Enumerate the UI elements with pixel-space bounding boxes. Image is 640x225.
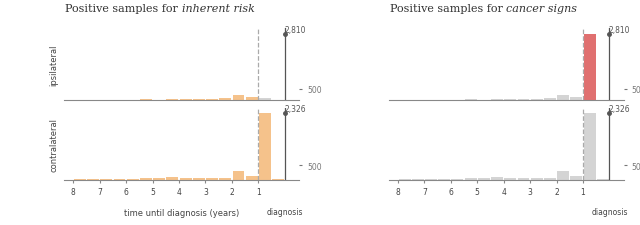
Text: Positive samples for: Positive samples for: [65, 4, 182, 13]
Bar: [193, 100, 205, 101]
Bar: [438, 179, 450, 180]
Y-axis label: ipsilateral: ipsilateral: [49, 45, 58, 86]
Bar: [438, 100, 450, 101]
Text: 2,810: 2,810: [609, 26, 630, 35]
Bar: [518, 178, 529, 180]
Bar: [570, 176, 582, 180]
Bar: [491, 99, 503, 101]
Text: 2,326: 2,326: [284, 105, 306, 114]
Bar: [232, 96, 244, 101]
Bar: [153, 178, 165, 180]
Bar: [259, 99, 271, 101]
Bar: [232, 171, 244, 180]
Bar: [412, 179, 424, 180]
Bar: [127, 100, 139, 101]
Text: diagnosis: diagnosis: [266, 207, 303, 216]
Bar: [220, 99, 231, 101]
Bar: [544, 178, 556, 180]
Bar: [478, 100, 490, 101]
Bar: [140, 178, 152, 180]
Bar: [412, 100, 424, 101]
Bar: [557, 96, 569, 101]
Bar: [584, 35, 596, 101]
Bar: [87, 179, 99, 180]
Bar: [570, 98, 582, 101]
Bar: [504, 178, 516, 180]
Bar: [180, 99, 191, 101]
Bar: [272, 100, 284, 101]
Bar: [140, 100, 152, 101]
Bar: [465, 100, 477, 101]
Bar: [113, 179, 125, 180]
Bar: [465, 178, 477, 180]
Bar: [180, 178, 191, 180]
Bar: [531, 100, 543, 101]
Text: inherent risk: inherent risk: [182, 4, 255, 13]
Bar: [246, 98, 258, 101]
Bar: [544, 99, 556, 101]
Text: 2,326: 2,326: [609, 105, 630, 114]
Bar: [259, 114, 271, 180]
Bar: [87, 100, 99, 101]
Bar: [246, 176, 258, 180]
Bar: [451, 100, 463, 101]
Text: diagnosis: diagnosis: [591, 207, 628, 216]
Bar: [478, 178, 490, 180]
Bar: [504, 99, 516, 101]
Text: cancer signs: cancer signs: [506, 4, 577, 13]
Bar: [166, 178, 179, 180]
Bar: [153, 100, 165, 101]
X-axis label: time until diagnosis (years): time until diagnosis (years): [124, 208, 239, 217]
Bar: [220, 178, 231, 180]
Y-axis label: contralateral: contralateral: [49, 117, 58, 171]
Bar: [584, 114, 596, 180]
Bar: [272, 179, 284, 180]
Bar: [206, 179, 218, 180]
Bar: [557, 171, 569, 180]
Bar: [193, 178, 205, 180]
Text: Positive samples for: Positive samples for: [390, 4, 506, 13]
Bar: [113, 100, 125, 101]
Text: 2,810: 2,810: [284, 26, 306, 35]
Bar: [491, 178, 503, 180]
Bar: [206, 100, 218, 101]
Bar: [518, 100, 529, 101]
Bar: [597, 100, 609, 101]
Bar: [166, 99, 179, 101]
Bar: [531, 179, 543, 180]
Bar: [597, 179, 609, 180]
